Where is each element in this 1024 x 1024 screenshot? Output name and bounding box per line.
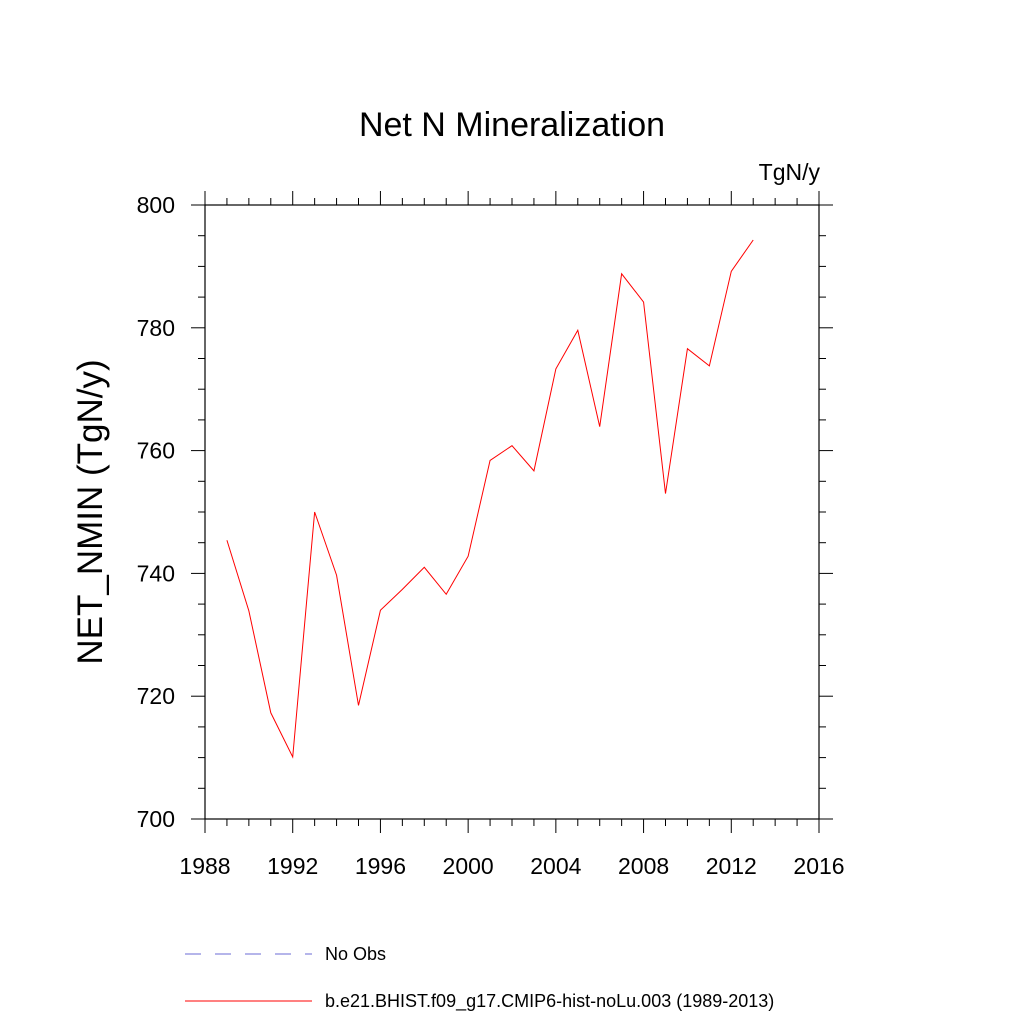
x-tick-label: 2008 xyxy=(618,853,669,879)
y-tick-label: 700 xyxy=(137,806,175,832)
x-tick-label: 1996 xyxy=(355,853,406,879)
x-tick-label: 1992 xyxy=(267,853,318,879)
x-tick-label: 2000 xyxy=(443,853,494,879)
x-tick-label: 2012 xyxy=(706,853,757,879)
y-tick-label: 720 xyxy=(137,683,175,709)
legend-label-no-obs: No Obs xyxy=(325,944,386,964)
y-tick-label: 800 xyxy=(137,192,175,218)
legend: No Obs b.e21.BHIST.f09_g17.CMIP6-hist-no… xyxy=(185,944,774,1012)
y-axis-label: NET_NMIN (TgN/y) xyxy=(71,359,110,664)
x-tick-label: 2004 xyxy=(530,853,581,879)
series-layer xyxy=(226,239,754,759)
y-tick-label: 780 xyxy=(137,315,175,341)
chart-title: Net N Mineralization xyxy=(359,106,665,144)
x-tick-label: 2016 xyxy=(793,853,844,879)
y-tick-label: 760 xyxy=(137,438,175,464)
units-label: TgN/y xyxy=(759,159,821,185)
tick-labels: 1988 1992 1996 2000 2004 2008 2012 2016 700 720 74… xyxy=(137,192,845,879)
legend-label-model-run: b.e21.BHIST.f09_g17.CMIP6-hist-noLu.003 … xyxy=(325,991,774,1012)
series-line-1 xyxy=(226,239,754,759)
y-tick-label: 740 xyxy=(137,560,175,586)
plot-frame xyxy=(204,204,820,820)
x-tick-label: 1988 xyxy=(179,853,230,879)
axis-ticks xyxy=(191,191,833,833)
